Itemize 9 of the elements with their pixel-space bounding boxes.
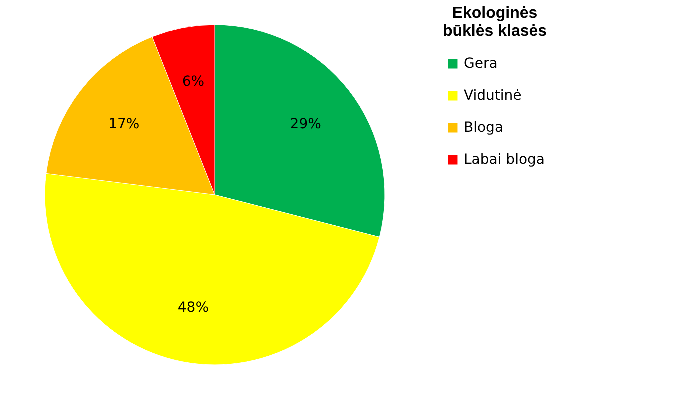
legend-label: Gera <box>464 56 498 72</box>
legend-label: Bloga <box>464 120 504 136</box>
data-label: 6% <box>182 74 205 90</box>
data-label: 17% <box>108 116 140 133</box>
legend-label: Labai bloga <box>464 152 545 168</box>
legend-label: Vidutinė <box>464 88 522 104</box>
data-label: 48% <box>178 300 210 316</box>
data-label: 29% <box>290 116 322 133</box>
legend-title: Ekologinės būklės klasės <box>442 5 548 40</box>
